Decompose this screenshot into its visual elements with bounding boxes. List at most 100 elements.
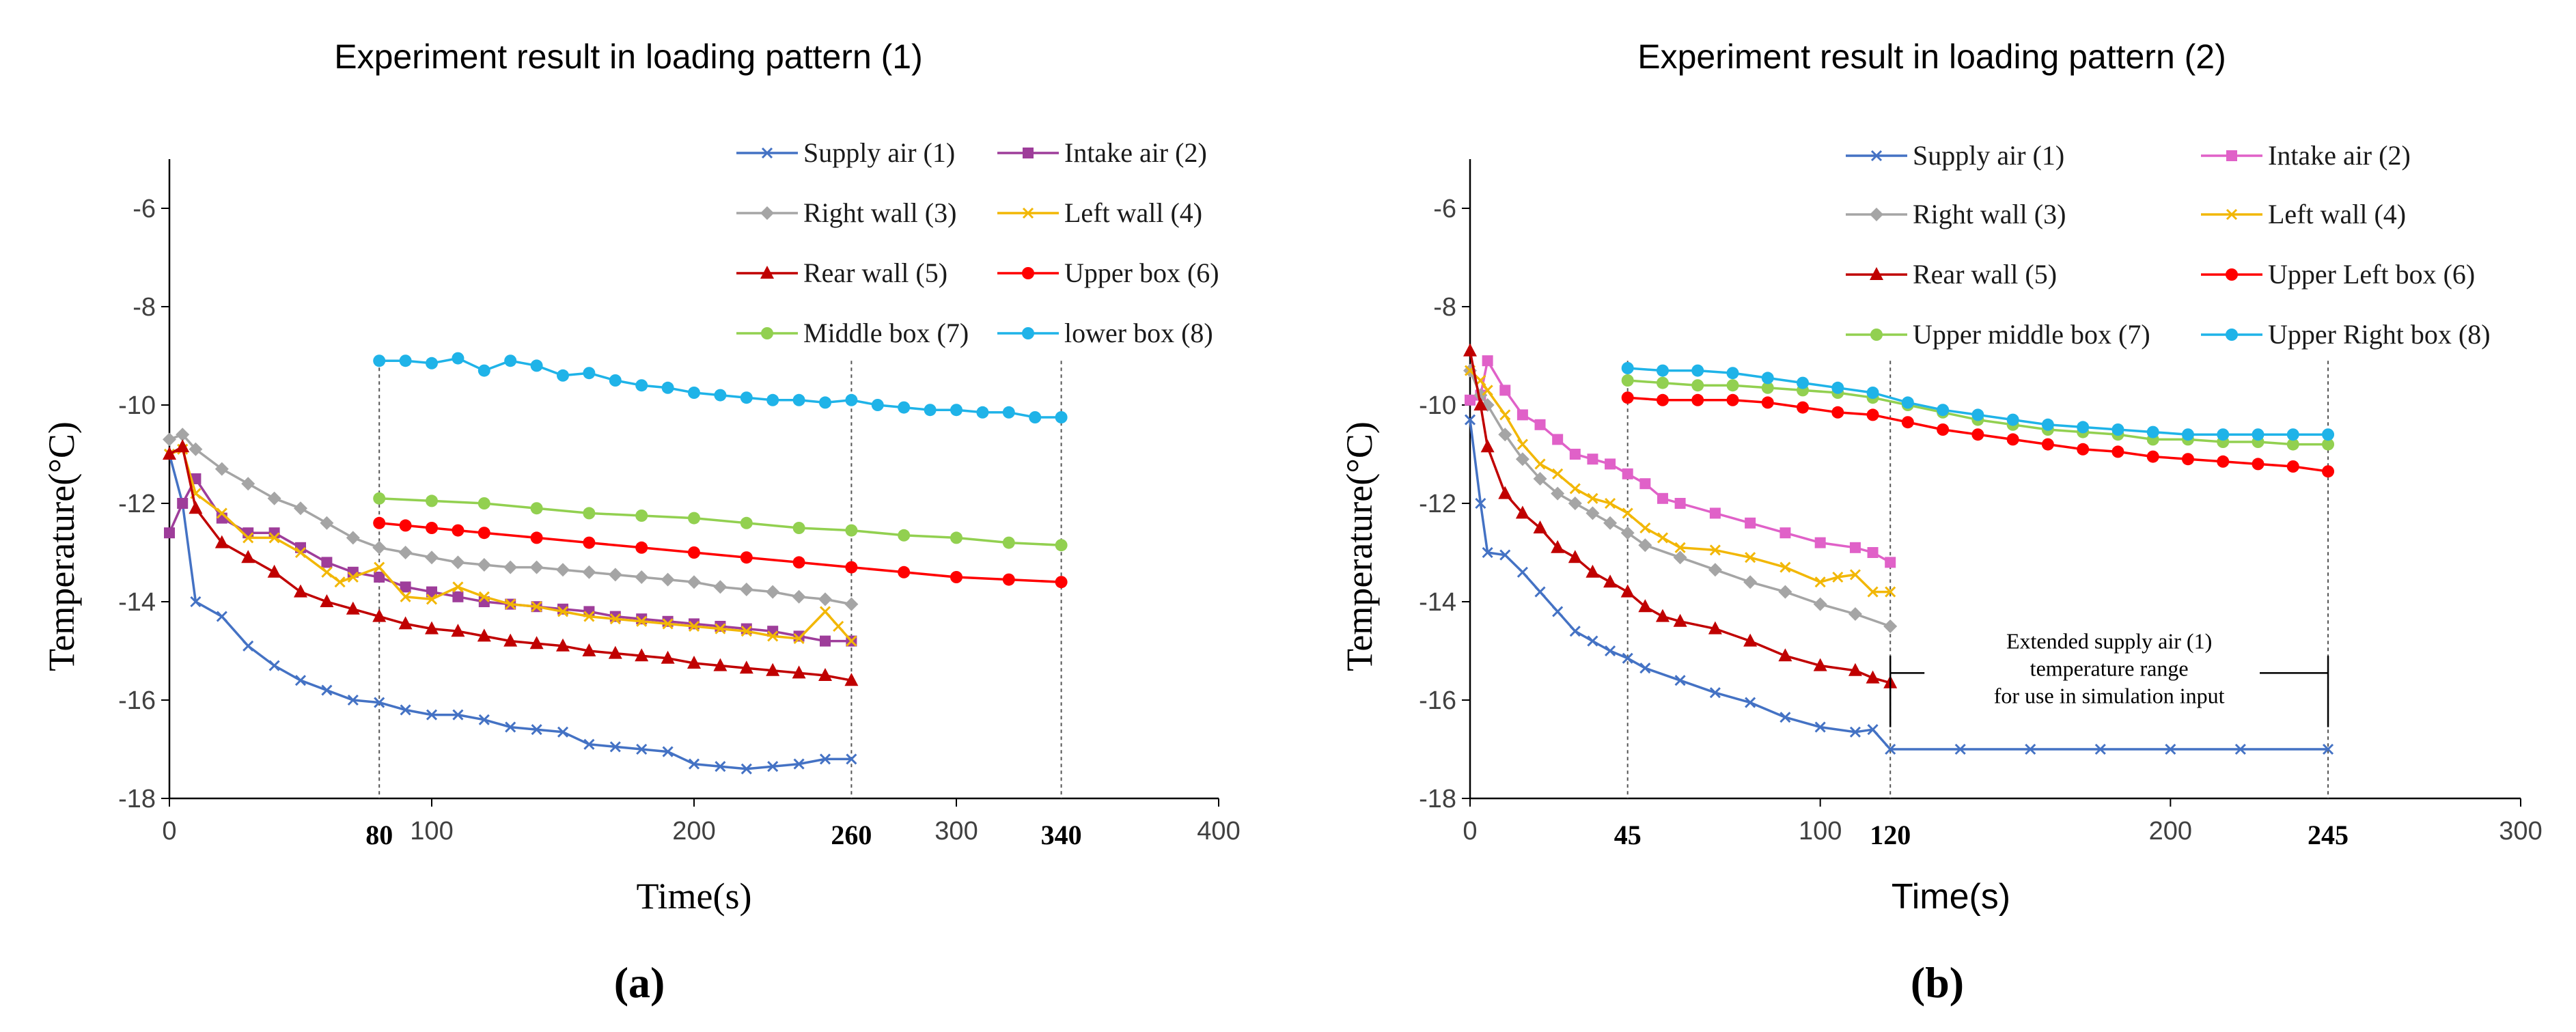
legend-swatch-marker xyxy=(760,206,774,220)
data-point xyxy=(1867,586,1879,598)
data-point xyxy=(1534,419,1546,430)
data-point xyxy=(2111,423,2124,436)
data-point xyxy=(844,597,859,611)
legend-label: Middle box (7) xyxy=(803,318,969,348)
data-point xyxy=(609,374,622,387)
data-point xyxy=(950,404,962,417)
legend-item: Left wall (4) xyxy=(2201,199,2406,229)
data-point xyxy=(1465,394,1476,406)
data-point xyxy=(1552,468,1564,479)
data-point xyxy=(2146,426,2159,438)
data-point xyxy=(1621,362,1634,374)
data-point xyxy=(662,618,674,630)
data-point xyxy=(346,601,360,615)
data-point xyxy=(1482,355,1493,367)
data-point xyxy=(714,389,727,402)
data-point xyxy=(189,501,203,514)
data-point xyxy=(556,563,570,577)
data-point xyxy=(1499,385,1511,396)
data-point xyxy=(163,432,176,447)
y-tick-label: -8 xyxy=(133,293,156,322)
data-point xyxy=(374,561,385,573)
y-tick-label: -16 xyxy=(118,686,156,715)
data-point xyxy=(426,709,438,721)
data-point xyxy=(1639,478,1651,490)
legend-item: Middle box (7) xyxy=(736,318,969,348)
data-point xyxy=(636,743,648,755)
data-point xyxy=(1937,404,1950,417)
data-point xyxy=(1745,552,1756,563)
data-point xyxy=(1638,599,1652,613)
data-point xyxy=(372,540,387,555)
data-point xyxy=(426,522,438,534)
x-tick-label-bold: 45 xyxy=(1614,820,1642,850)
data-point xyxy=(1568,550,1582,563)
data-point xyxy=(950,571,962,583)
data-point xyxy=(818,592,832,606)
legend-swatch-marker xyxy=(1870,208,1883,221)
data-point xyxy=(583,507,596,520)
data-point xyxy=(819,396,831,409)
data-point xyxy=(1639,663,1651,674)
legend-item: Supply air (1) xyxy=(736,137,955,168)
data-point xyxy=(1499,549,1511,561)
y-tick-label: -6 xyxy=(133,195,156,223)
data-point xyxy=(320,594,334,607)
data-point xyxy=(1778,585,1792,599)
data-point xyxy=(845,524,858,537)
series-supply-air-1 xyxy=(1464,414,2334,755)
data-point xyxy=(1569,483,1581,494)
legend-label: Right wall (3) xyxy=(1913,199,2066,229)
data-point xyxy=(1691,393,1704,406)
data-point xyxy=(635,510,648,522)
legend-swatch-marker xyxy=(1022,327,1034,339)
data-point xyxy=(1673,613,1687,627)
data-point xyxy=(1937,423,1950,436)
data-point xyxy=(2041,418,2054,431)
data-point xyxy=(1813,597,1827,611)
series-upper-right-box-8 xyxy=(1621,362,2335,441)
data-point xyxy=(1055,576,1068,589)
data-point xyxy=(1761,396,1774,409)
x-tick-label: 300 xyxy=(2499,817,2542,846)
data-point xyxy=(529,560,544,574)
data-point xyxy=(1655,609,1670,622)
data-point xyxy=(452,591,464,602)
data-point xyxy=(1656,364,1669,377)
legend-label: Intake air (2) xyxy=(2268,140,2411,171)
data-point xyxy=(346,531,360,545)
legend: Supply air (1) Intake air (2) Right wall (… xyxy=(1846,140,2491,350)
data-point xyxy=(767,630,779,642)
data-point xyxy=(1464,414,1476,426)
data-point xyxy=(372,609,387,622)
legend-swatch-marker xyxy=(1022,207,1034,219)
legend-swatch-marker xyxy=(1870,150,1883,162)
data-point xyxy=(347,694,359,706)
x-tick-label: 200 xyxy=(672,817,715,846)
data-point xyxy=(1745,697,1756,708)
data-point xyxy=(477,527,490,540)
data-point xyxy=(1551,540,1565,553)
data-point xyxy=(608,568,622,582)
data-point xyxy=(374,572,385,583)
chart-a-panel-label: (a) xyxy=(614,958,665,1007)
data-point xyxy=(294,546,307,559)
legend-item: Rear wall (5) xyxy=(1846,259,2057,290)
data-point xyxy=(503,633,518,647)
data-point xyxy=(1605,497,1616,510)
data-point xyxy=(1674,675,1686,686)
chart-b-y-axis-label: Temperature(°C) xyxy=(1339,421,1380,671)
legend-item: Right wall (3) xyxy=(1846,199,2066,229)
data-point xyxy=(1498,428,1512,442)
data-point xyxy=(833,620,844,632)
chart-a-y-axis-label: Temperature(°C) xyxy=(41,421,82,671)
legend-label: Intake air (2) xyxy=(1064,137,1207,168)
data-point xyxy=(846,753,857,765)
data-point xyxy=(1498,486,1512,499)
y-tick-label: -12 xyxy=(118,490,156,518)
data-point xyxy=(1849,726,1861,738)
data-point xyxy=(2322,465,2335,478)
data-point xyxy=(1533,520,1547,533)
data-point xyxy=(1516,566,1528,578)
data-point xyxy=(1533,472,1547,486)
